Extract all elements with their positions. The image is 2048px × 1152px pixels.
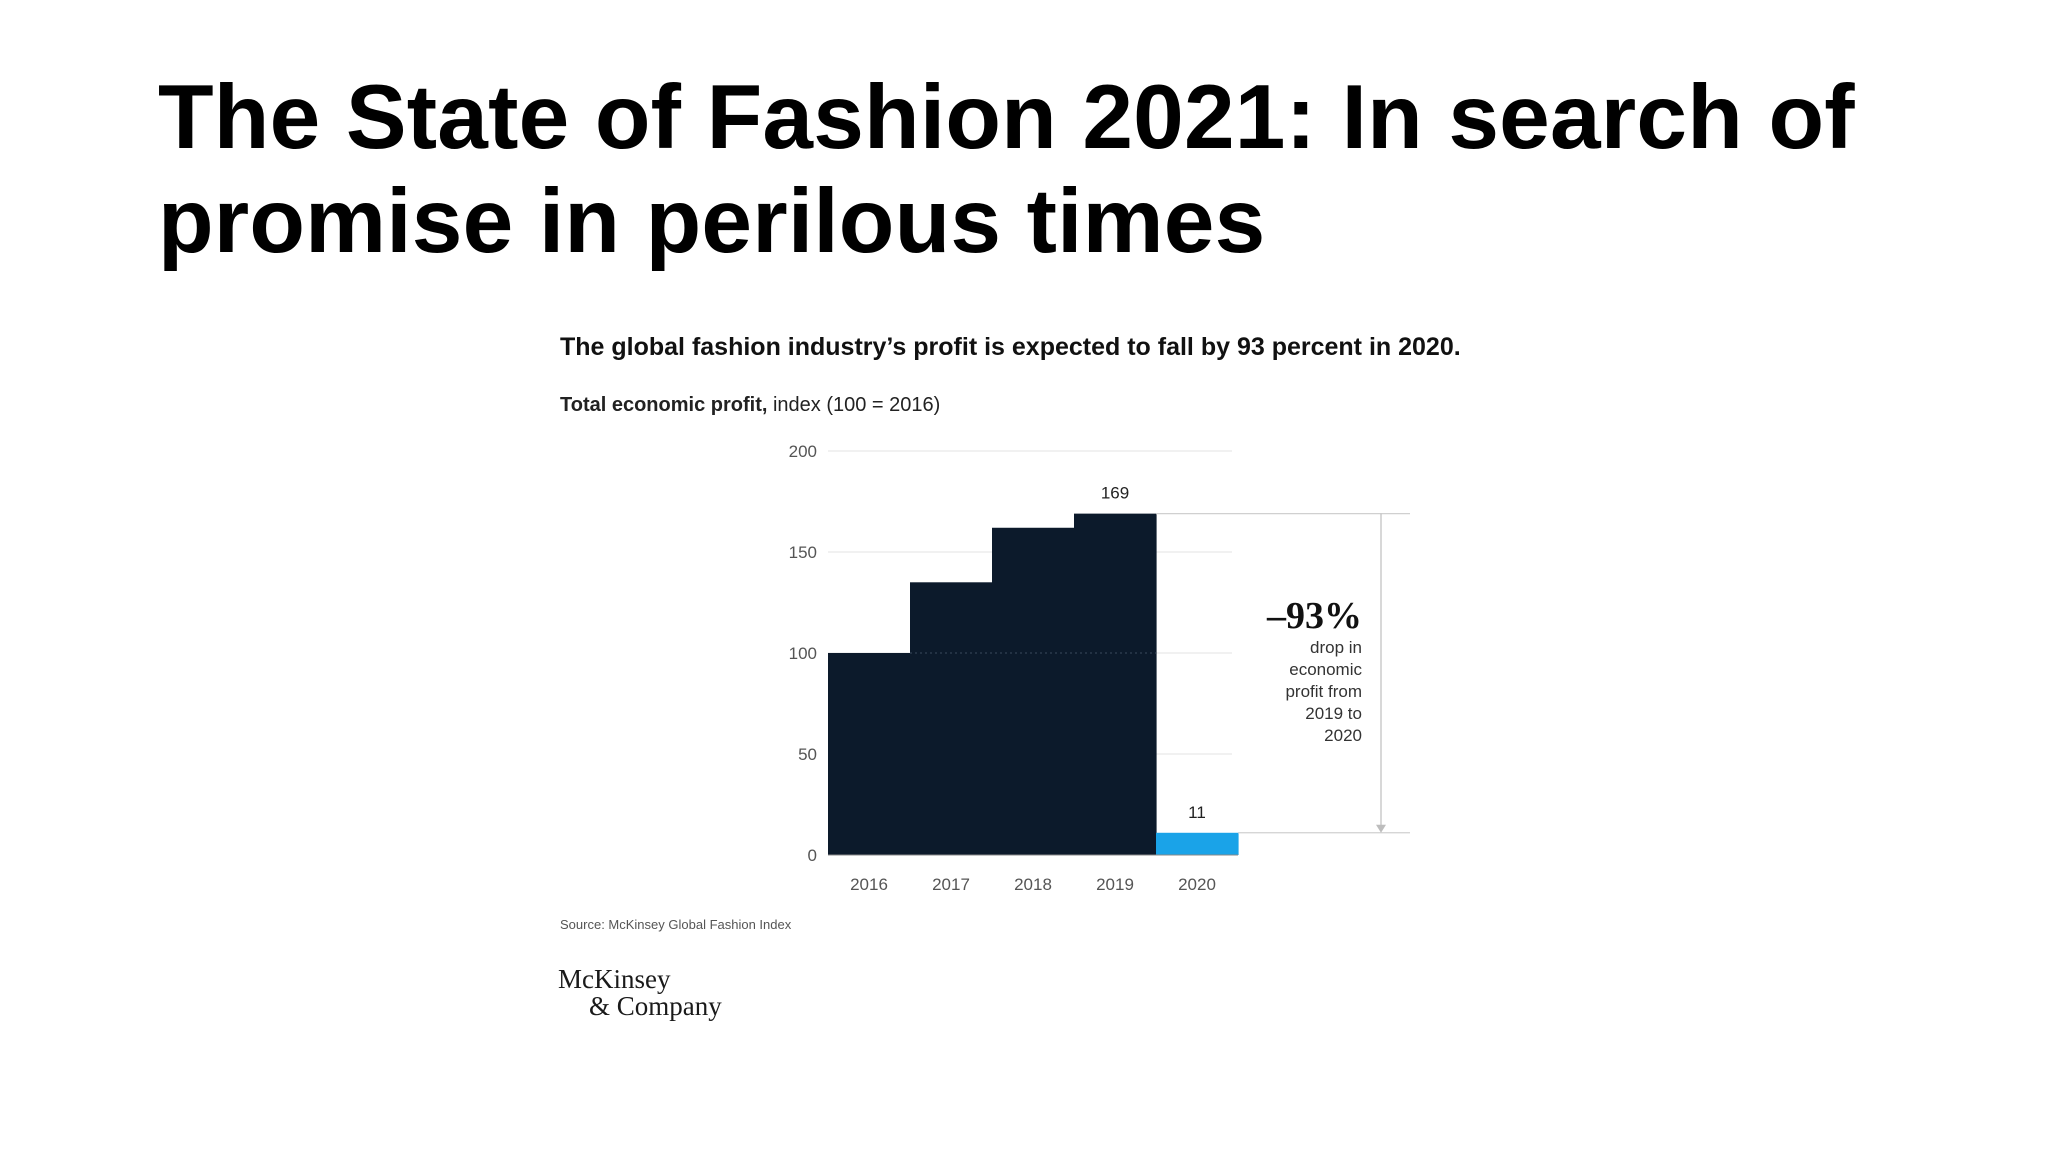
- data-label: 169: [1101, 484, 1129, 503]
- slide-title: The State of Fashion 2021: In search of …: [158, 67, 1855, 272]
- x-tick-label: 2019: [1096, 875, 1134, 894]
- bar-2019: [1074, 513, 1157, 855]
- y-tick-label: 200: [789, 442, 817, 461]
- chart-title: The global fashion industry’s profit is …: [560, 333, 1461, 361]
- chart-subtitle: Total economic profit, index (100 = 2016…: [560, 394, 940, 417]
- x-tick-label: 2018: [1014, 875, 1052, 894]
- bar-2017: [910, 582, 993, 855]
- bar-2016: [828, 653, 911, 855]
- y-tick-label: 150: [789, 543, 817, 562]
- annotation-line: economic: [1289, 660, 1362, 679]
- chart-subtitle-bold: Total economic profit,: [560, 394, 768, 416]
- bar-2018: [992, 527, 1075, 855]
- y-tick-label: 100: [789, 644, 817, 663]
- annotation-line: profit from: [1285, 682, 1362, 701]
- x-tick-label: 2020: [1178, 875, 1216, 894]
- logo-line-2: & Company: [589, 991, 722, 1021]
- bar-2020: [1156, 832, 1239, 855]
- annotation-line: 2020: [1324, 726, 1362, 745]
- annotation-line: 2019 to: [1305, 704, 1362, 723]
- data-label: 11: [1188, 803, 1206, 822]
- chart-subtitle-rest: index (100 = 2016): [767, 394, 941, 416]
- annotation-value: –93%: [1266, 595, 1362, 637]
- y-tick-label: 50: [798, 745, 817, 764]
- source-note: Source: McKinsey Global Fashion Index: [560, 917, 792, 932]
- mckinsey-logo: McKinsey & Company: [558, 966, 722, 1020]
- logo-line-1: McKinsey: [558, 964, 671, 994]
- annotation-line: drop in: [1310, 638, 1362, 657]
- x-tick-label: 2016: [850, 875, 888, 894]
- y-tick-label: 0: [808, 846, 817, 865]
- annotation-arrowhead: [1376, 824, 1386, 833]
- x-tick-label: 2017: [932, 875, 970, 894]
